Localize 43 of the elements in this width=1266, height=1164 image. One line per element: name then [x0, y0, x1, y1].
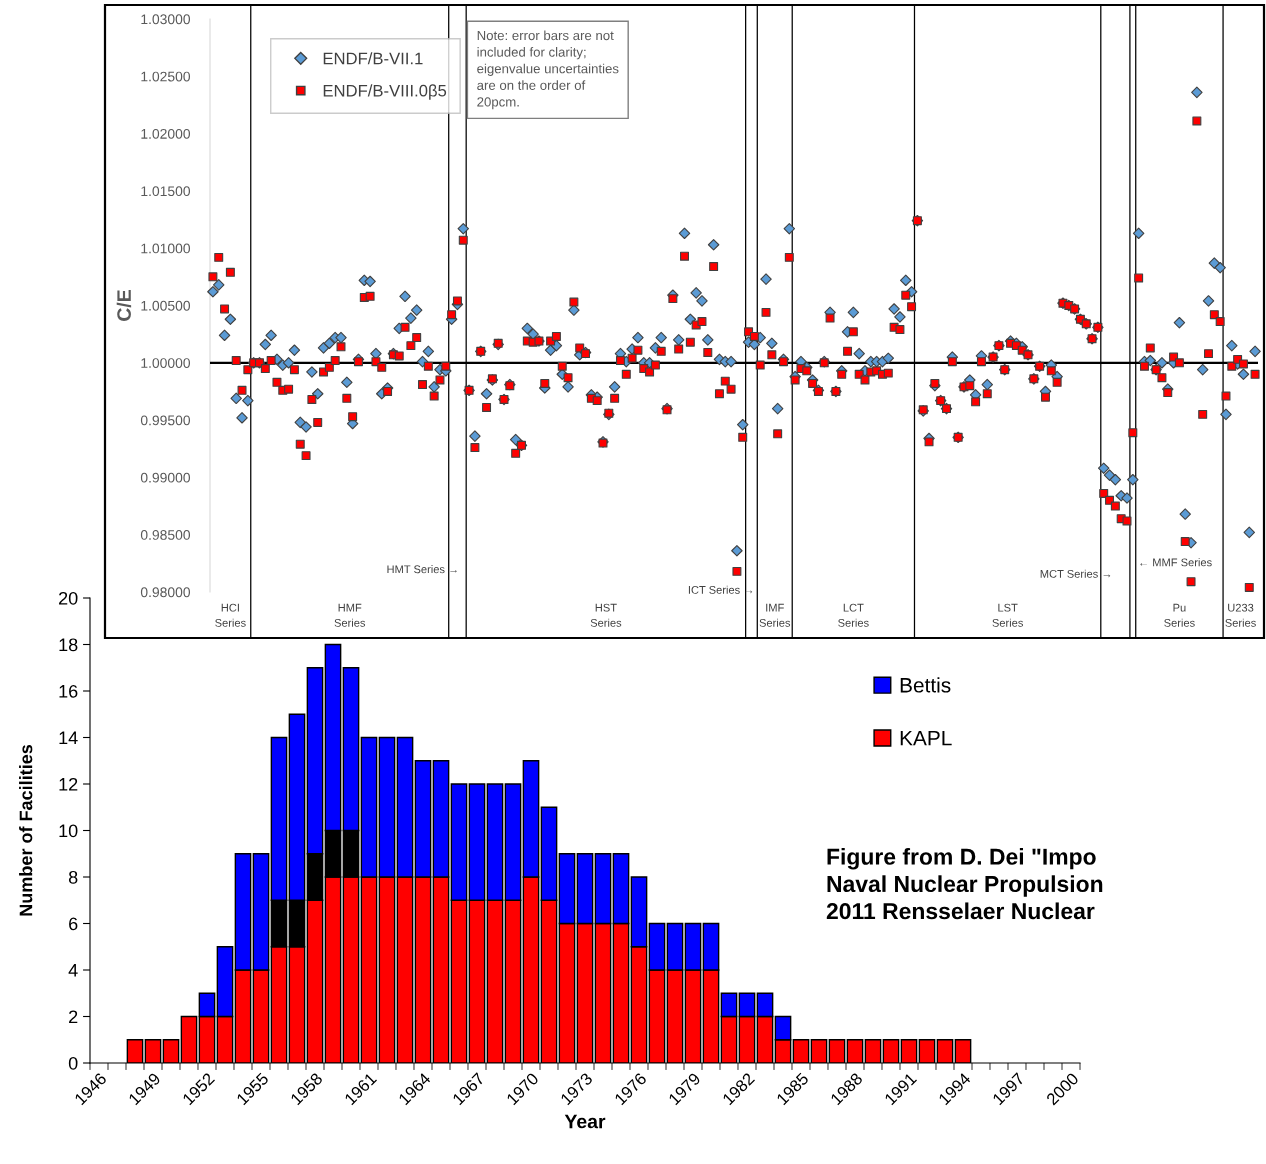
annotation: ICT Series → — [688, 585, 753, 594]
y-tick-label: 20 — [59, 591, 78, 605]
y-tick-label: 1.02000 — [141, 128, 191, 139]
y-tick-label: 1.00500 — [141, 300, 191, 311]
annotation: IMF Series — [759, 603, 791, 627]
legend-label: Bettis — [900, 677, 951, 693]
y-tick-label: 12 — [59, 777, 78, 791]
legend-label: KAPL — [900, 730, 952, 746]
y-tick-label: 0.99500 — [140, 415, 191, 426]
y-tick-label: 1.03000 — [141, 14, 191, 25]
y-axis-title: C/E — [116, 290, 132, 321]
annotation: LCT Series — [838, 603, 869, 627]
annotation: HST Series — [590, 603, 622, 627]
y-tick-label: 16 — [59, 684, 78, 698]
y-tick-label: 1.00000 — [141, 358, 191, 368]
y-tick-label: 0.98000 — [140, 587, 191, 598]
y-axis-title: Number of Facilities — [19, 744, 33, 916]
legend-label: ENDF/B-VII.1 — [323, 52, 423, 65]
y-tick-label: 14 — [59, 731, 78, 745]
annotation: HMF Series — [334, 603, 366, 627]
y-tick-label: 4 — [68, 964, 78, 977]
annotation: ← MMF Series — [1140, 558, 1212, 567]
text: Pu Series — [1164, 603, 1195, 627]
annotation: LST Series — [992, 603, 1023, 627]
y-tick-label: 6 — [69, 917, 78, 931]
x-axis-title: Year — [564, 1114, 606, 1129]
y-tick-label: 18 — [59, 638, 78, 652]
y-tick-label: 2 — [69, 1010, 78, 1024]
y-tick-label: 1.02500 — [141, 71, 191, 82]
annotation: Figure from D. Dei "Impo Naval Nuclear Propulsion 2011 Rensselaer Nuclear — [826, 848, 1103, 920]
annotation: Note: error bars are not included for clarity; eigenvalue uncertainties are on the order of 20pcm. — [477, 30, 619, 110]
y-tick-label: 10 — [59, 824, 78, 838]
y-tick-label: 0.99000 — [140, 472, 191, 483]
annotation: MCT Series → — [1040, 569, 1111, 578]
annotation: HCI Series — [215, 603, 246, 627]
legend-label: ENDF/B-VIII.0β5 — [323, 84, 447, 100]
annotation: HMT Series → — [387, 565, 457, 574]
y-tick-label: 0.98500 — [140, 530, 191, 540]
y-tick-label: 1.01500 — [141, 186, 191, 197]
y-tick-label: 0 — [68, 1056, 78, 1070]
y-tick-label: 8 — [68, 870, 78, 884]
y-tick-label: 1.01000 — [141, 243, 191, 254]
text: U233 Series — [1225, 603, 1256, 627]
